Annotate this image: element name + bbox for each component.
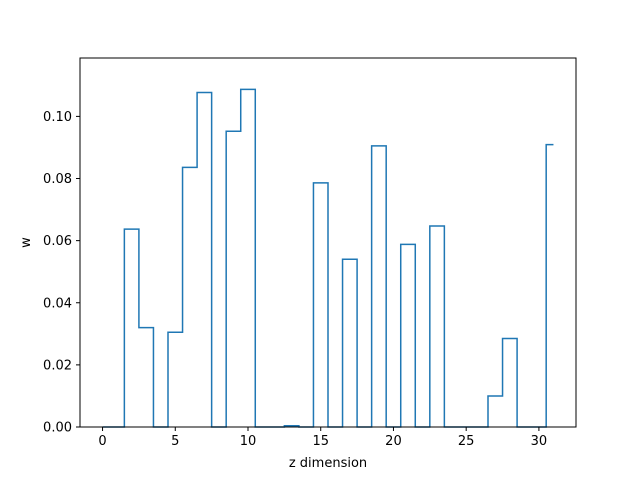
- y-tick-label: 0.10: [43, 110, 72, 125]
- y-axis-ticks: 0.00 0.02 0.04 0.06 0.08 0.10: [43, 110, 80, 436]
- x-tick-label: 30: [531, 434, 548, 449]
- x-axis-ticks: 0 5 10 15 20 25 30: [98, 427, 547, 449]
- y-tick-label: 0.02: [43, 358, 72, 373]
- x-tick-label: 5: [171, 434, 179, 449]
- y-tick-label: 0.08: [43, 172, 72, 187]
- x-tick-label: 0: [98, 434, 106, 449]
- x-tick-label: 25: [458, 434, 475, 449]
- x-axis-label: z dimension: [289, 456, 367, 471]
- y-tick-label: 0.06: [43, 234, 72, 249]
- y-tick-label: 0.04: [43, 296, 72, 311]
- x-tick-label: 20: [385, 434, 402, 449]
- plot-area: [79, 57, 577, 428]
- series-line: [102, 88, 554, 428]
- axes-frame: [79, 57, 577, 428]
- y-tick-label: 0.00: [43, 421, 72, 436]
- y-axis-label: w: [19, 237, 34, 248]
- x-tick-label: 15: [312, 434, 329, 449]
- x-tick-label: 10: [240, 434, 257, 449]
